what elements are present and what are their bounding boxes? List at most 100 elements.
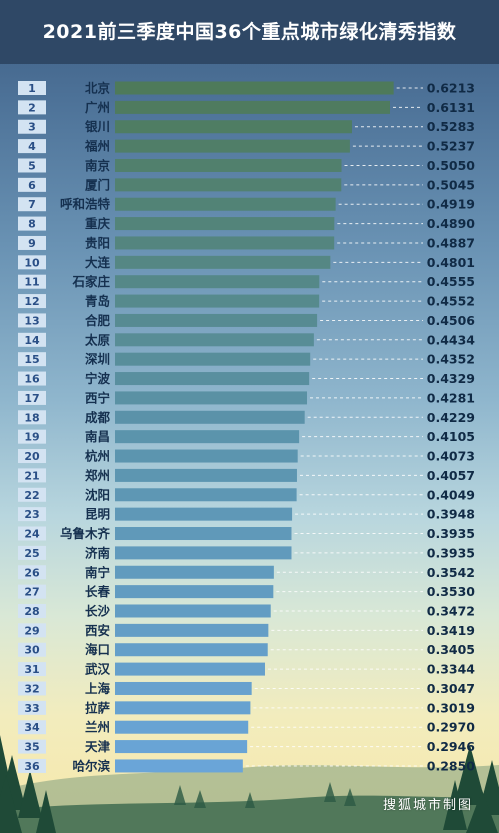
bar — [115, 643, 268, 657]
data-label: 0.4329 — [427, 371, 475, 386]
data-label: 0.3530 — [427, 584, 476, 599]
bar-rows: 1 北京 0.6213 2 广州 0.6131 3 银川 0.5283 4 福州 0.5237 5 南京 0… — [18, 81, 476, 773]
rank-box — [18, 526, 46, 541]
bar — [115, 410, 305, 424]
data-label: 0.3948 — [427, 507, 475, 522]
bar — [115, 701, 251, 715]
data-label: 0.4057 — [427, 468, 475, 483]
rank-label: 35 — [24, 741, 39, 754]
category-label: 沈阳 — [85, 487, 110, 502]
bar — [115, 333, 314, 347]
data-label: 0.5237 — [427, 139, 475, 154]
rank-label: 6 — [28, 179, 36, 192]
rank-label: 22 — [24, 489, 39, 502]
category-label: 太原 — [85, 332, 111, 347]
data-label: 0.4229 — [427, 410, 475, 425]
data-label: 0.5283 — [427, 119, 475, 134]
rank-box — [18, 139, 46, 154]
data-label: 0.4555 — [427, 274, 475, 289]
rank-label: 9 — [28, 237, 36, 250]
data-label: 0.5050 — [427, 158, 476, 173]
category-label: 青岛 — [85, 294, 110, 309]
rank-box — [18, 642, 46, 657]
data-label: 0.3405 — [427, 642, 475, 657]
bar — [115, 740, 248, 754]
data-label: 0.2946 — [427, 739, 476, 754]
bar — [115, 468, 297, 482]
category-label: 海口 — [85, 642, 110, 657]
bar — [115, 391, 308, 405]
rank-label: 7 — [28, 198, 36, 211]
category-label: 成都 — [85, 410, 111, 425]
category-label: 拉萨 — [85, 700, 111, 715]
bar — [115, 197, 336, 211]
chart-title: 2021前三季度中国36个重点城市绿化清秀指数 — [42, 21, 457, 43]
data-label: 0.5045 — [427, 177, 475, 192]
rank-label: 29 — [24, 624, 39, 637]
rank-box — [18, 410, 46, 425]
rank-label: 36 — [24, 760, 40, 773]
bar — [115, 488, 297, 502]
category-label: 宁波 — [85, 371, 111, 386]
rank-label: 4 — [28, 140, 36, 153]
rank-label: 11 — [24, 276, 39, 289]
bar — [115, 527, 292, 541]
rank-box — [18, 700, 46, 715]
data-label: 0.6213 — [427, 81, 475, 96]
category-label: 武汉 — [85, 662, 111, 677]
bar — [115, 604, 271, 618]
category-label: 郑州 — [85, 468, 110, 483]
data-label: 0.4105 — [427, 429, 475, 444]
data-label: 0.4281 — [427, 390, 475, 405]
category-label: 大连 — [85, 255, 111, 270]
rank-label: 26 — [24, 566, 40, 579]
rank-box — [18, 449, 46, 464]
rank-label: 32 — [24, 682, 39, 695]
rank-box — [18, 662, 46, 677]
rank-box — [18, 487, 46, 502]
data-label: 0.3935 — [427, 545, 475, 560]
category-label: 广州 — [85, 100, 110, 115]
data-label: 0.3935 — [427, 526, 475, 541]
data-label: 0.4887 — [427, 235, 475, 250]
data-label: 0.3419 — [427, 623, 475, 638]
data-label: 0.3047 — [427, 681, 475, 696]
data-label: 0.4506 — [427, 313, 476, 328]
data-label: 0.4552 — [427, 294, 475, 309]
title-band — [0, 0, 499, 64]
rank-label: 28 — [24, 605, 39, 618]
bar — [115, 313, 318, 327]
bar — [115, 430, 300, 444]
rank-box — [18, 390, 46, 405]
bar — [115, 623, 269, 637]
category-label: 重庆 — [85, 216, 111, 231]
bar — [115, 681, 252, 695]
rank-label: 20 — [24, 450, 40, 463]
data-label: 0.4434 — [427, 332, 476, 347]
bar — [115, 449, 298, 463]
bar — [115, 352, 311, 366]
rank-box — [18, 177, 46, 192]
rank-label: 16 — [24, 373, 40, 386]
category-label: 福州 — [84, 139, 110, 154]
data-label: 0.3344 — [427, 662, 476, 677]
rank-box — [18, 81, 46, 95]
rank-box — [18, 371, 46, 386]
bar — [115, 372, 310, 386]
bar — [115, 546, 292, 560]
data-label: 0.4049 — [427, 487, 475, 502]
rank-label: 30 — [24, 644, 40, 657]
data-label: 0.3019 — [427, 700, 475, 715]
category-label: 银川 — [85, 119, 110, 134]
rank-label: 1 — [28, 82, 36, 95]
category-label: 北京 — [85, 81, 111, 96]
rank-box — [18, 720, 46, 735]
category-label: 南昌 — [85, 429, 110, 444]
rank-label: 13 — [24, 314, 39, 327]
bar — [115, 294, 320, 308]
data-label: 0.4890 — [427, 216, 476, 231]
rank-label: 31 — [24, 663, 39, 676]
rank-box — [18, 216, 46, 231]
